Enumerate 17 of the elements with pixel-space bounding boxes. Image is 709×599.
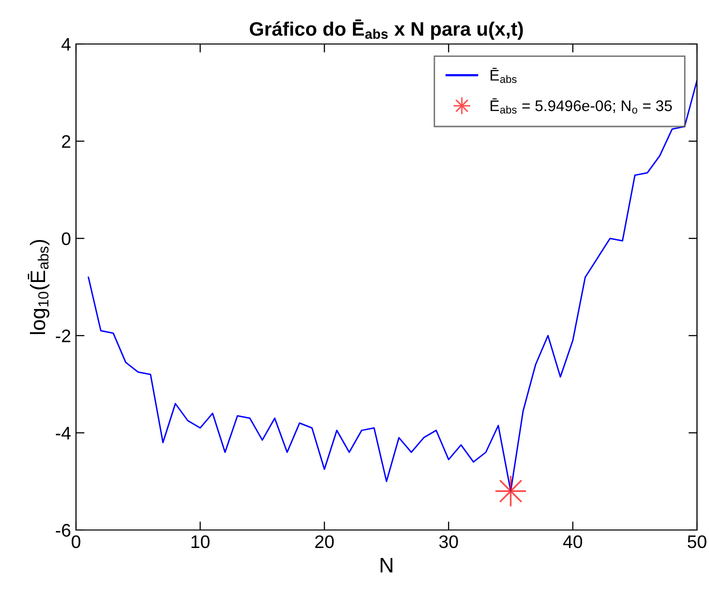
y-axis-title: log$_{10}$(Ē$_{abs}$): [28, 240, 50, 334]
x-tick-label: 20: [315, 535, 334, 548]
x-tick-label: 10: [192, 535, 210, 548]
x-tick-label: 50: [688, 535, 706, 548]
x-tick-label: 30: [439, 535, 458, 548]
y-tick-label: 4: [62, 38, 71, 51]
chart-title: Gráfico do Ē$_{abs}$ x N para u(x,t): [250, 20, 523, 40]
y-tick-label: -2: [56, 330, 70, 342]
legend-label: Ē$_{abs}$: [490, 68, 517, 84]
x-tick-label: 0: [72, 535, 80, 548]
y-tick-label: 0: [62, 232, 70, 246]
legend-label: Ē$_{abs}$ = 5.9496e-06; N$_{o}$ = 35: [490, 98, 672, 114]
y-tick-label: 2: [62, 135, 70, 148]
y-tick-label: -6: [56, 524, 70, 537]
x-tick-label: 40: [563, 535, 582, 548]
y-tick-label: -4: [56, 426, 71, 440]
x-axis-title: N: [380, 558, 392, 572]
